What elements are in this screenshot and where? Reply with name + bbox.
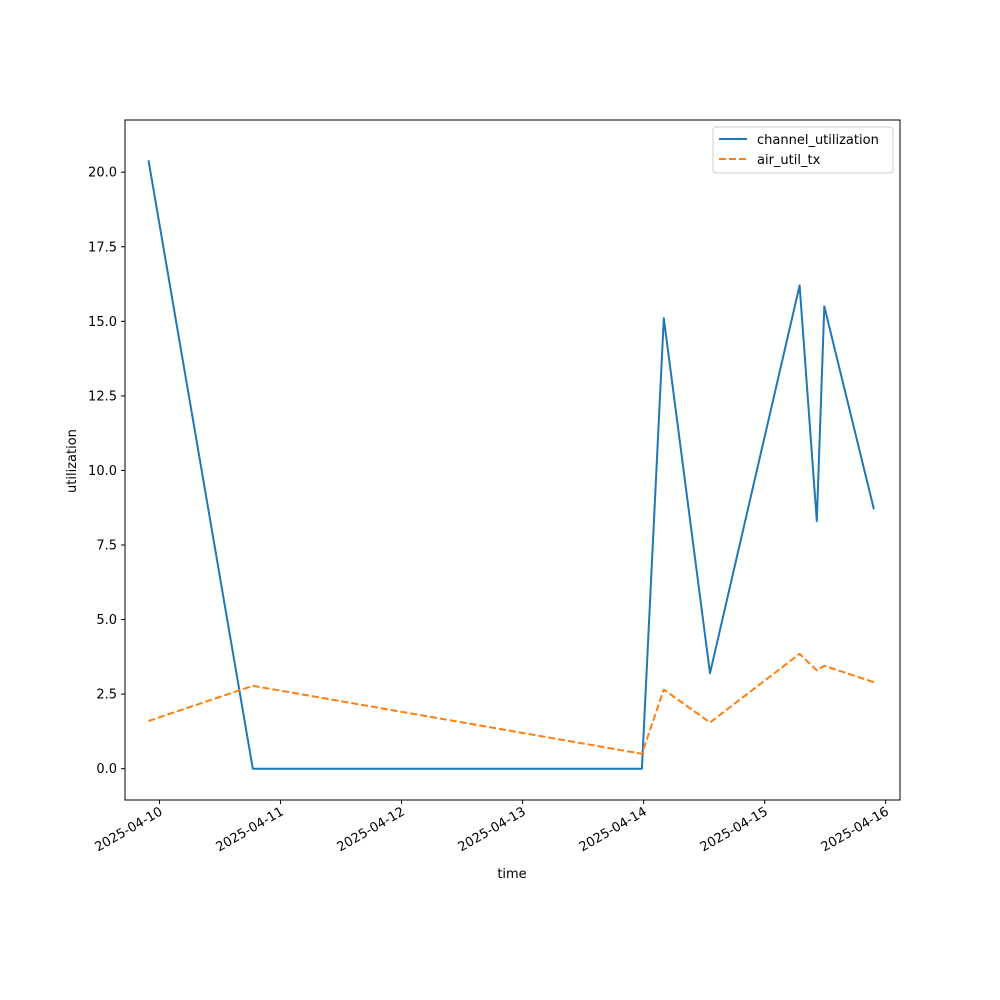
y-tick-label: 7.5 bbox=[96, 539, 117, 554]
series-line-air-util-tx bbox=[148, 652, 875, 755]
series-line-channel-utilization bbox=[147, 160, 875, 770]
x-axis-label: time bbox=[497, 867, 526, 882]
y-tick-label: 15.0 bbox=[88, 315, 117, 330]
plot-frame bbox=[124, 119, 901, 801]
y-tick-label: 20.0 bbox=[88, 166, 117, 181]
y-tick-label: 10.0 bbox=[88, 464, 117, 479]
legend-label: channel_utilization bbox=[757, 133, 879, 148]
y-tick-label: 12.5 bbox=[88, 389, 117, 404]
y-tick-label: 17.5 bbox=[88, 240, 117, 255]
y-axis: 0.0 2.5 5.0 7.5 10.0 12.5 15.0 17.5 20.0 bbox=[88, 166, 125, 777]
y-tick-label: 5.0 bbox=[96, 613, 117, 628]
y-axis-label: utilization bbox=[65, 429, 80, 493]
legend-frame bbox=[712, 126, 894, 174]
legend-label: air_util_tx bbox=[757, 153, 821, 168]
y-tick-label: 0.0 bbox=[96, 762, 117, 777]
y-tick-label: 2.5 bbox=[96, 688, 117, 703]
series-layer bbox=[147, 160, 875, 770]
legend: channel_utilization air_util_tx bbox=[712, 126, 894, 174]
